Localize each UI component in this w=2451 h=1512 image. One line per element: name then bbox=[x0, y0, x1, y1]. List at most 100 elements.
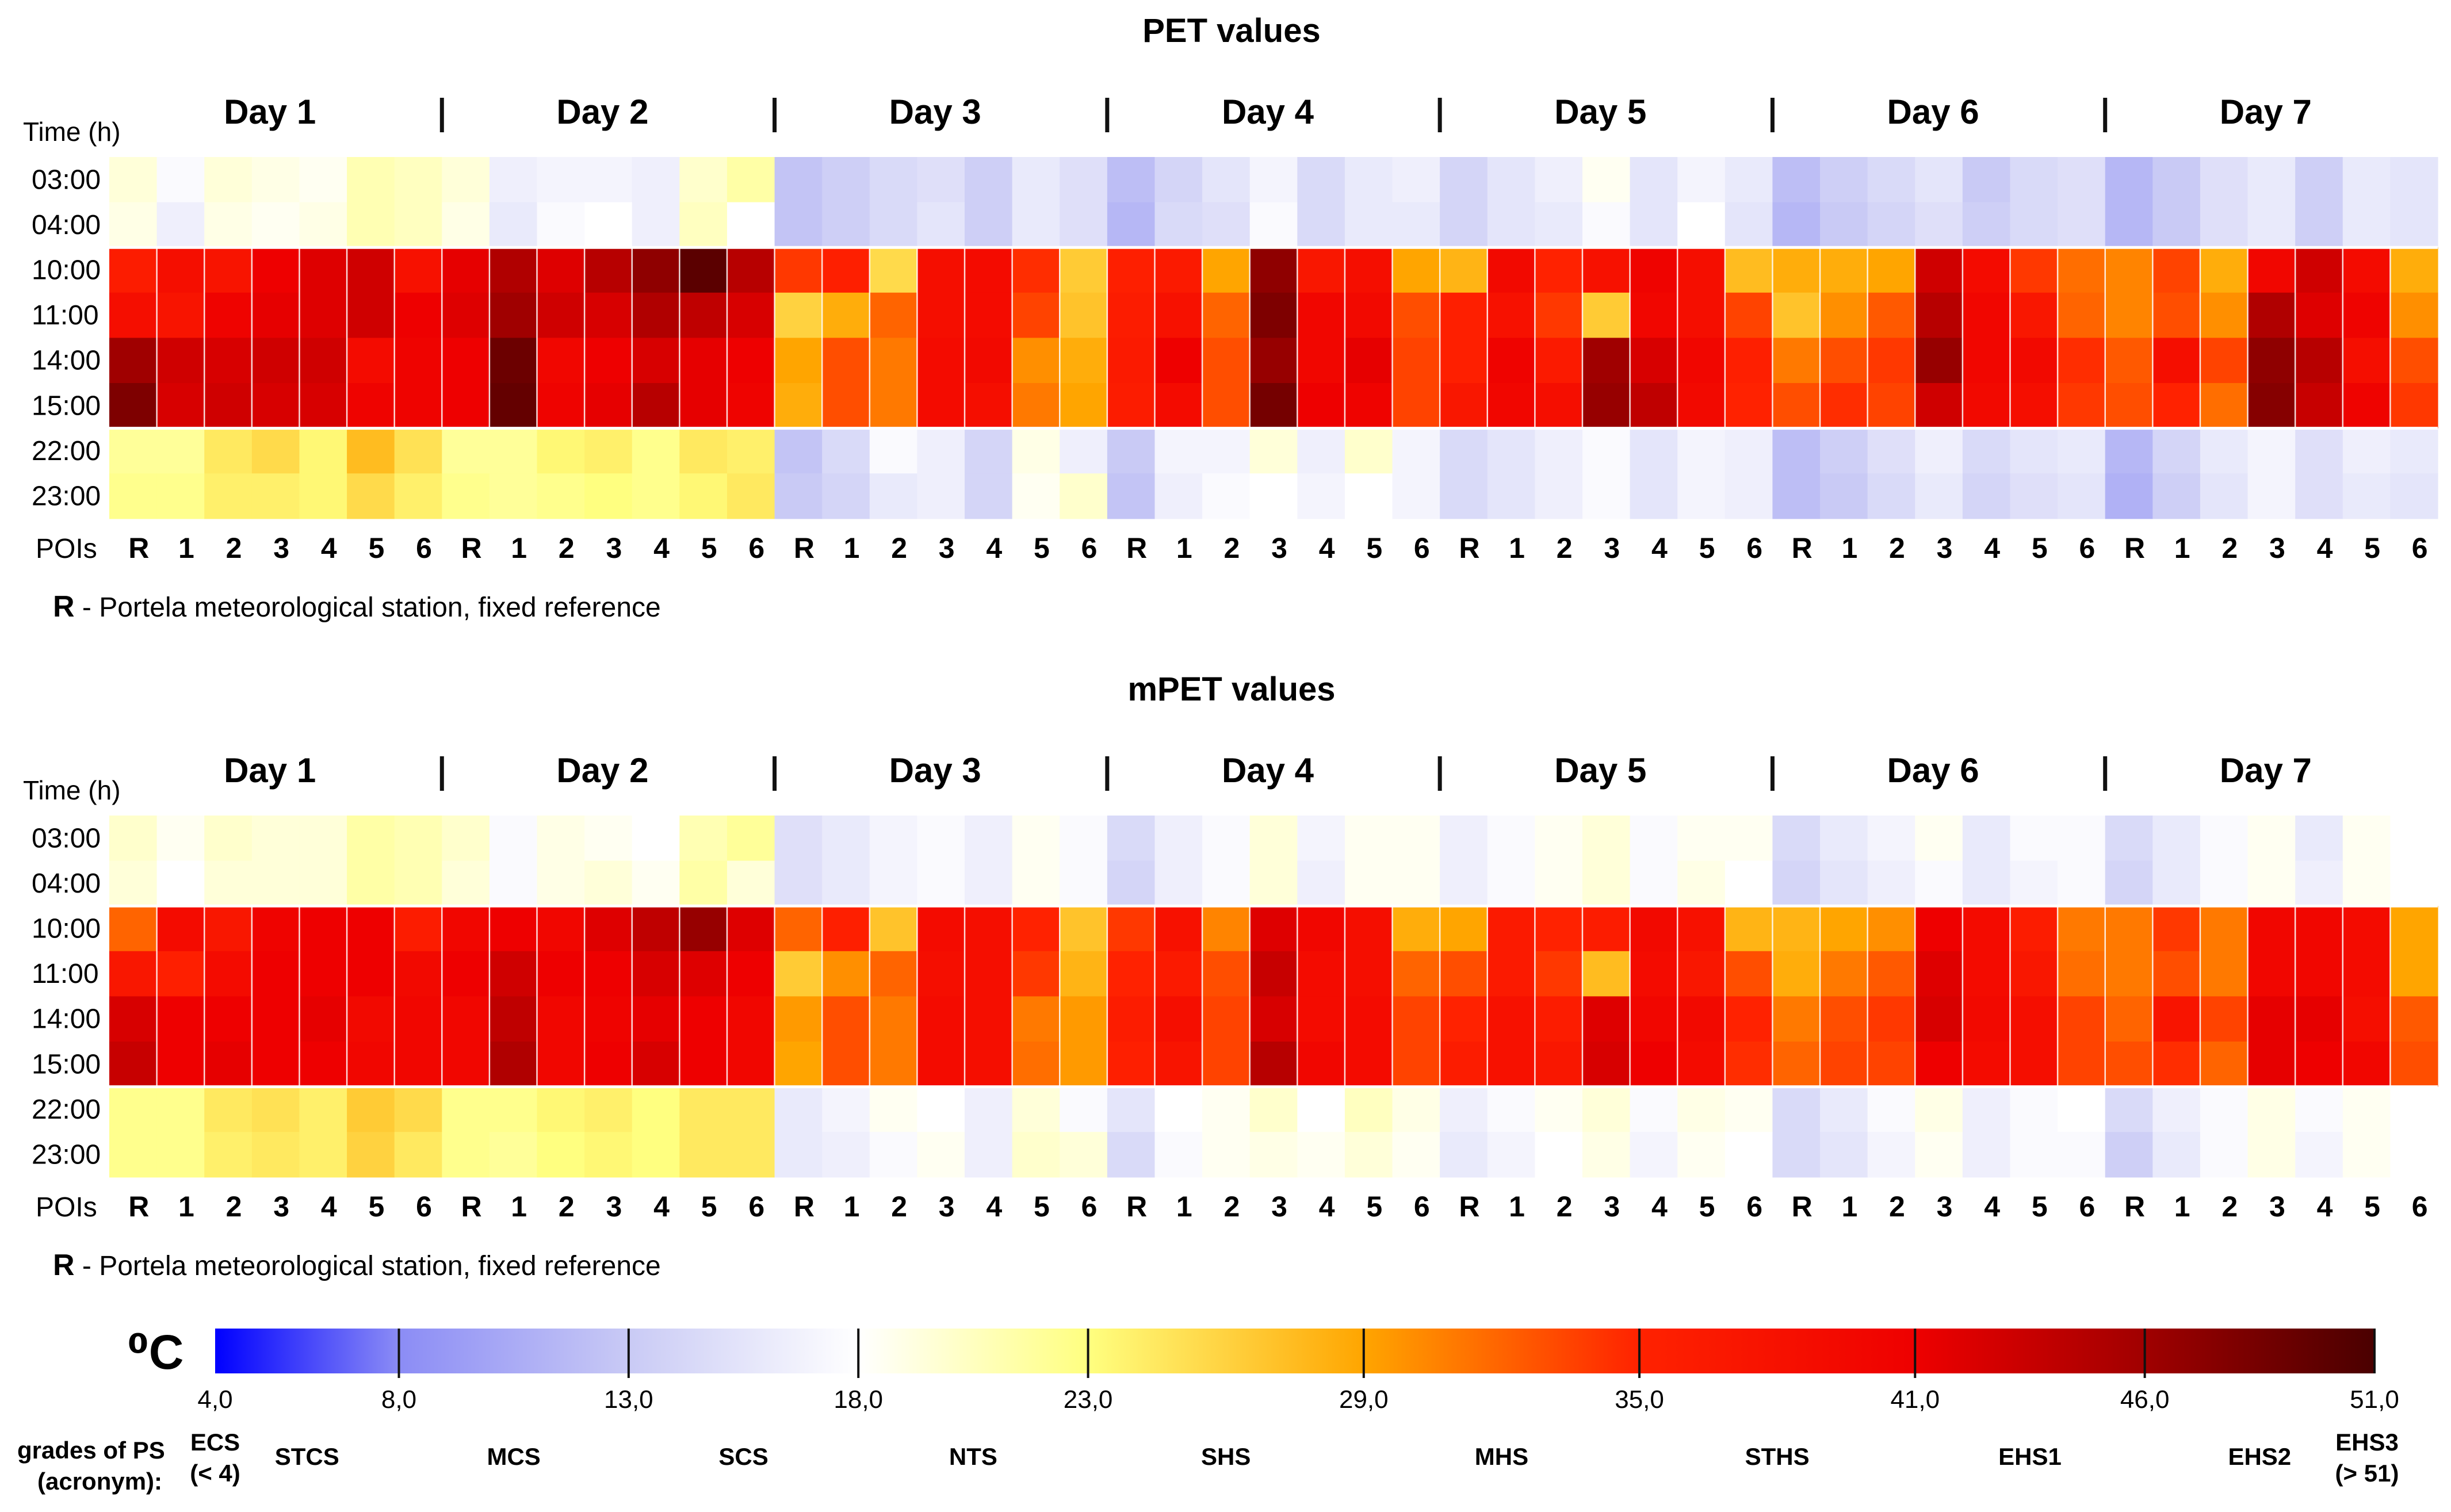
poi-label: 3 bbox=[273, 532, 289, 564]
heatmap-cell bbox=[2390, 860, 2438, 906]
heatmap-cell bbox=[537, 338, 585, 384]
heatmap-cell bbox=[917, 383, 965, 429]
heatmap-cell bbox=[1344, 1042, 1393, 1088]
heatmap-cell bbox=[1392, 1086, 1440, 1132]
heatmap-cell bbox=[299, 1132, 347, 1178]
poi-label: 6 bbox=[416, 1191, 432, 1223]
heatmap-cell bbox=[1487, 996, 1535, 1042]
heatmap-cell bbox=[1630, 428, 1678, 474]
time-label: 14:00 bbox=[32, 1004, 101, 1035]
heatmap-cell bbox=[726, 1132, 775, 1178]
heatmap-cell bbox=[251, 951, 300, 997]
heatmap-cell bbox=[2247, 1086, 2296, 1132]
heatmap-cell bbox=[1392, 860, 1440, 906]
legend-tick-label: 8,0 bbox=[381, 1385, 416, 1414]
heatmap-cell bbox=[679, 338, 728, 384]
heatmap-cell bbox=[1915, 951, 1963, 997]
poi-label: 1 bbox=[1176, 1191, 1192, 1223]
heatmap-cell bbox=[204, 860, 253, 906]
legend-tick-label: 46,0 bbox=[2120, 1385, 2170, 1414]
heatmap-cell bbox=[251, 1042, 300, 1088]
heatmap-cell bbox=[2058, 1132, 2106, 1178]
heatmap-cell bbox=[2295, 292, 2343, 338]
heatmap-cell bbox=[726, 1042, 775, 1088]
heatmap-cell bbox=[1630, 338, 1678, 384]
heatmap-cell bbox=[394, 1042, 442, 1088]
heatmap-cell bbox=[394, 292, 442, 338]
heatmap-cell bbox=[1440, 428, 1488, 474]
heatmap-cell bbox=[1440, 202, 1488, 248]
heatmap-cell bbox=[869, 338, 918, 384]
heatmap-cell bbox=[1582, 1086, 1631, 1132]
heatmap-cell bbox=[1297, 157, 1345, 203]
poi-label: R bbox=[2124, 1191, 2145, 1223]
poi-label: 4 bbox=[1984, 532, 2000, 564]
heatmap-cell bbox=[109, 906, 158, 952]
heatmap-cell bbox=[2105, 951, 2153, 997]
heatmap-cell bbox=[2295, 202, 2343, 248]
heatmap-cell bbox=[1012, 1086, 1060, 1132]
poi-label: 4 bbox=[1319, 1191, 1335, 1223]
heatmap-cell bbox=[2295, 906, 2343, 952]
heatmap-cell bbox=[1487, 906, 1535, 952]
heatmap-cell bbox=[1107, 338, 1156, 384]
heatmap-cell bbox=[822, 1132, 870, 1178]
heatmap-cell bbox=[584, 906, 633, 952]
heatmap-cell bbox=[822, 202, 870, 248]
heatmap-cell bbox=[1630, 383, 1678, 429]
heatmap-cell bbox=[679, 383, 728, 429]
day-header: Day 3 bbox=[889, 751, 981, 790]
heatmap-cell bbox=[1012, 951, 1060, 997]
heatmap-cell bbox=[1582, 1132, 1631, 1178]
heatmap-cell bbox=[774, 951, 823, 997]
heatmap-cell bbox=[2200, 473, 2249, 519]
y-axis-label: Time (h) bbox=[23, 117, 121, 147]
grade-acronym: EHS1 bbox=[1998, 1443, 2062, 1470]
heatmap-cell bbox=[156, 292, 205, 338]
heatmap-cell bbox=[251, 816, 300, 862]
heatmap-cell bbox=[1630, 1042, 1678, 1088]
day-header: Day 4 bbox=[1222, 751, 1314, 790]
poi-label: 4 bbox=[1651, 532, 1668, 564]
heatmap-cell bbox=[2247, 860, 2296, 906]
heatmap-cell bbox=[1962, 1086, 2011, 1132]
heatmap-cell bbox=[2200, 1042, 2249, 1088]
heatmap-cell bbox=[1249, 383, 1298, 429]
heatmap-cell bbox=[1202, 157, 1251, 203]
heatmap-cell bbox=[1107, 860, 1156, 906]
heatmap-cell bbox=[109, 1132, 158, 1178]
heatmap-cell bbox=[1440, 951, 1488, 997]
heatmap-cell bbox=[1344, 996, 1393, 1042]
heatmap-cell bbox=[869, 292, 918, 338]
time-label: 04:00 bbox=[32, 210, 101, 240]
heatmap-cell bbox=[204, 247, 253, 293]
heatmap-cell bbox=[1772, 428, 1821, 474]
heatmap-cell bbox=[1725, 473, 1773, 519]
heatmap-cell bbox=[1487, 860, 1535, 906]
heatmap-cell bbox=[1440, 247, 1488, 293]
heatmap-cell bbox=[822, 157, 870, 203]
heatmap-cell bbox=[726, 383, 775, 429]
heatmap-cell bbox=[822, 816, 870, 862]
heatmap-cell bbox=[2342, 1042, 2391, 1088]
heatmap-cell bbox=[869, 1132, 918, 1178]
heatmap-cell bbox=[965, 428, 1013, 474]
heatmap-cell bbox=[1915, 1042, 1963, 1088]
heatmap-cell bbox=[299, 247, 347, 293]
day-header: Day 7 bbox=[2220, 93, 2312, 131]
heatmap-cell bbox=[774, 1042, 823, 1088]
day-header: Day 3 bbox=[889, 93, 981, 131]
heatmap-cell bbox=[1154, 428, 1203, 474]
heatmap-cell bbox=[917, 860, 965, 906]
time-label: 14:00 bbox=[32, 346, 101, 376]
heatmap-cell bbox=[204, 338, 253, 384]
poi-axis-label: POIs bbox=[36, 1192, 97, 1223]
poi-label: 5 bbox=[368, 532, 384, 564]
heatmap-cell bbox=[1962, 428, 2011, 474]
heatmap-cell bbox=[2342, 247, 2391, 293]
heatmap-cell bbox=[917, 338, 965, 384]
heatmap-cell bbox=[1060, 157, 1108, 203]
poi-label: 5 bbox=[2032, 1191, 2048, 1223]
heatmap-cell bbox=[1392, 816, 1440, 862]
heatmap-cell bbox=[1772, 1086, 1821, 1132]
